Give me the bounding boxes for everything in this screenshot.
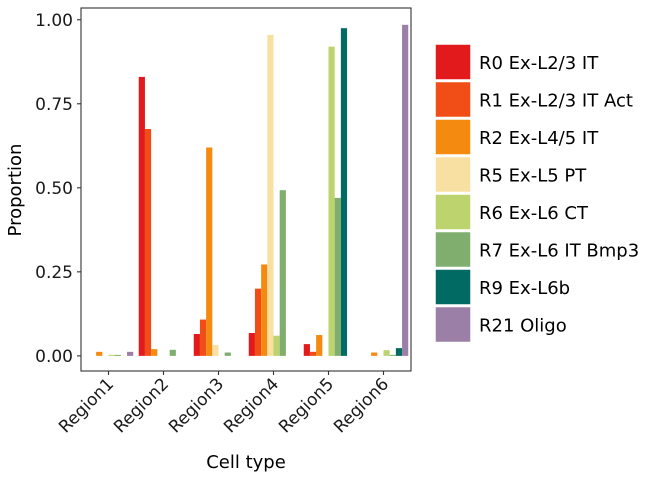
legend-label: R9 Ex-L6b xyxy=(479,278,570,299)
legend-key xyxy=(434,43,472,81)
legend-key xyxy=(434,305,472,344)
bar xyxy=(144,129,152,356)
bar xyxy=(261,264,268,356)
bar xyxy=(395,348,403,356)
bar xyxy=(206,147,213,356)
plot-panel-border xyxy=(80,7,412,372)
y-tick-label: 1.00 xyxy=(35,11,73,31)
bar xyxy=(212,345,219,356)
bar xyxy=(309,351,317,356)
y-tick-label: 0.25 xyxy=(35,263,73,283)
legend-key xyxy=(434,268,472,306)
y-tick-label: 0.50 xyxy=(35,179,73,199)
legend-key xyxy=(434,80,472,119)
bar xyxy=(248,333,255,356)
bar xyxy=(389,354,396,356)
bar xyxy=(334,197,341,356)
legend-label: R7 Ex-L6 IT Bmp3 xyxy=(479,241,639,262)
bar xyxy=(138,76,145,356)
bar xyxy=(383,350,390,356)
bar xyxy=(199,319,207,356)
bar xyxy=(279,190,286,356)
bar xyxy=(108,354,115,356)
bar xyxy=(96,351,103,356)
legend-label: R21 Oligo xyxy=(479,316,567,337)
y-tick-label: 0.00 xyxy=(35,347,73,367)
bar xyxy=(328,46,335,356)
bar xyxy=(316,335,323,356)
legend-label: R5 Ex-L5 PT xyxy=(479,166,587,187)
bar xyxy=(127,351,134,356)
legend-key xyxy=(434,193,472,231)
bars-layer xyxy=(96,24,409,356)
legend-label: R1 Ex-L2/3 IT Act xyxy=(479,91,633,112)
bar xyxy=(193,334,200,356)
bar xyxy=(340,28,348,356)
bar xyxy=(169,349,176,356)
bar xyxy=(303,344,310,356)
bar xyxy=(267,34,274,356)
legend-key xyxy=(434,230,472,269)
y-axis: 0.00 0.25 0.50 0.75 1.00 xyxy=(35,11,81,367)
legend: R0 Ex-L2/3 IT R1 Ex-L2/3 IT Act R2 Ex-L4/5… xyxy=(434,43,639,344)
bar xyxy=(224,352,231,356)
legend-label: R6 Ex-L6 CT xyxy=(479,203,589,224)
legend-key xyxy=(434,118,472,156)
bar xyxy=(151,349,158,356)
legend-key xyxy=(434,155,472,194)
y-tick-label: 0.75 xyxy=(35,95,73,115)
bar xyxy=(273,335,280,356)
bar xyxy=(402,24,409,356)
legend-label: R2 Ex-L4/5 IT xyxy=(479,128,599,149)
bar xyxy=(114,354,121,356)
y-axis-title: Proportion xyxy=(5,144,26,237)
x-axis-title: Cell type xyxy=(206,452,286,473)
bar xyxy=(371,352,378,356)
legend-label: R0 Ex-L2/3 IT xyxy=(479,53,599,74)
bar xyxy=(254,288,262,356)
